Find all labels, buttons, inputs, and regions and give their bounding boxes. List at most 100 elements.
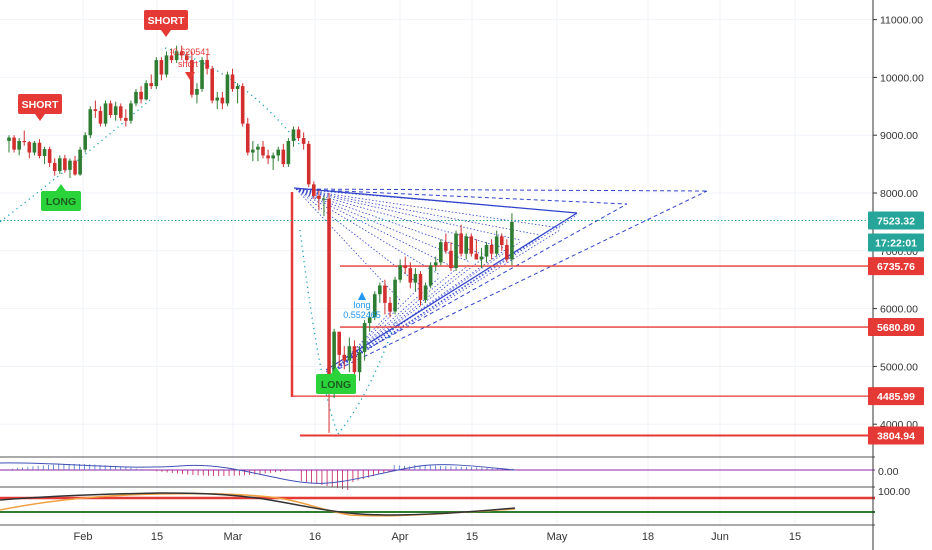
price-axis-label: 6000.00 bbox=[880, 304, 918, 316]
candle-body bbox=[357, 351, 362, 373]
fan-line-bottom bbox=[334, 214, 578, 371]
time-axis-label: 15 bbox=[151, 531, 163, 543]
candle-body bbox=[408, 268, 413, 283]
price-tag-bg bbox=[868, 426, 924, 445]
fan-line-bottom bbox=[334, 301, 401, 371]
triangle-bottom-line bbox=[325, 212, 578, 371]
candle-body bbox=[225, 74, 230, 104]
price-tag-bg bbox=[868, 318, 924, 337]
candle-body bbox=[489, 245, 494, 254]
candle-body bbox=[306, 143, 311, 185]
signal-box bbox=[144, 10, 188, 30]
candle-body bbox=[342, 354, 347, 361]
candle-body bbox=[505, 245, 509, 260]
candle-body bbox=[256, 146, 260, 150]
signal-long-marker: LONG bbox=[41, 184, 81, 211]
fan-line-bottom bbox=[334, 276, 441, 371]
candle-body bbox=[245, 123, 250, 153]
signal-label: LONG bbox=[46, 196, 76, 208]
candle-body bbox=[93, 109, 98, 111]
candle-body bbox=[261, 146, 265, 156]
candle-body bbox=[266, 155, 270, 159]
candle-body bbox=[352, 346, 357, 373]
fan-line-top bbox=[295, 188, 578, 214]
candle-body bbox=[449, 250, 453, 269]
candle-body bbox=[479, 256, 484, 260]
rsi-axis-label: 100.00 bbox=[878, 486, 910, 498]
candle-body bbox=[433, 262, 438, 266]
macd-pane: 0.00 bbox=[0, 456, 899, 490]
fan-line-top bbox=[295, 188, 541, 236]
countdown-label: 17:22:01 bbox=[875, 238, 917, 250]
price-tag-label: 3804.94 bbox=[877, 430, 915, 442]
candle-body bbox=[383, 285, 387, 303]
candle-body bbox=[134, 91, 138, 104]
signal-pointer bbox=[35, 114, 45, 121]
countdown-bg bbox=[868, 233, 924, 252]
candle-body bbox=[454, 233, 458, 269]
candle-body bbox=[185, 55, 189, 61]
candle-body bbox=[73, 160, 77, 175]
fan-line-top bbox=[295, 188, 561, 229]
price-tag: 5680.80 bbox=[868, 318, 924, 337]
channel-bottom bbox=[325, 190, 708, 376]
candle-body bbox=[159, 60, 164, 75]
macd-signal-line bbox=[0, 462, 516, 484]
candle-body bbox=[312, 184, 316, 196]
price-tag-label: 6735.76 bbox=[877, 261, 915, 273]
signal-label: SHORT bbox=[22, 99, 59, 111]
candle-body bbox=[22, 140, 27, 143]
signal-box bbox=[316, 374, 356, 394]
candle-body bbox=[301, 138, 306, 144]
candle-body bbox=[347, 346, 352, 361]
long-arrow-icon bbox=[358, 292, 366, 300]
candle-body bbox=[469, 236, 474, 254]
candle-body bbox=[47, 149, 52, 163]
candle-body bbox=[12, 137, 16, 150]
fan-line-bottom bbox=[334, 269, 456, 371]
signal-label: LONG bbox=[321, 379, 351, 391]
time-axis-label: 15 bbox=[789, 531, 801, 543]
candle-body bbox=[388, 302, 392, 312]
candle-body bbox=[484, 245, 489, 257]
candle-body bbox=[215, 97, 220, 101]
sar-up-2 bbox=[337, 319, 397, 435]
candle-body bbox=[98, 110, 103, 124]
candle-body bbox=[37, 142, 42, 157]
price-axis: 4000.005000.006000.007000.008000.009000.… bbox=[872, 0, 924, 550]
candle-body bbox=[88, 109, 93, 136]
signal-box bbox=[41, 191, 81, 211]
price-tag: 6735.76 bbox=[868, 257, 924, 276]
chart-grid bbox=[0, 0, 872, 525]
candle-body bbox=[474, 253, 479, 260]
time-axis-label: Jun bbox=[711, 531, 729, 543]
price-axis-label: 10000.00 bbox=[880, 72, 924, 84]
candle-body bbox=[367, 317, 372, 324]
channel-mid-top bbox=[295, 188, 628, 205]
fan-line-bottom bbox=[334, 286, 421, 371]
price-axis-label: 9000.00 bbox=[880, 130, 918, 142]
channel-mid-bottom bbox=[325, 203, 628, 373]
candle-body bbox=[195, 88, 199, 95]
candle-body bbox=[17, 140, 21, 150]
candle-body bbox=[103, 103, 108, 124]
fan-line-bottom bbox=[334, 229, 561, 371]
price-tag-bg bbox=[868, 211, 924, 230]
candle-body bbox=[63, 158, 67, 170]
candle-body bbox=[444, 242, 448, 251]
candle-body bbox=[200, 60, 204, 89]
signal-pointer bbox=[331, 367, 341, 374]
channel-top bbox=[295, 188, 708, 192]
candle-body bbox=[113, 106, 118, 115]
macd-axis-label: 0.00 bbox=[878, 466, 899, 478]
candle-body bbox=[251, 149, 255, 153]
candle-body bbox=[169, 55, 174, 61]
price-tag-bg bbox=[868, 387, 924, 406]
short-arrow-icon bbox=[185, 72, 195, 80]
candle-body bbox=[68, 160, 72, 170]
price-axis-label: 8000.00 bbox=[880, 188, 918, 200]
signal-markers: SHORT SHORT LONG LONG bbox=[18, 10, 356, 394]
candle-body bbox=[149, 83, 154, 87]
